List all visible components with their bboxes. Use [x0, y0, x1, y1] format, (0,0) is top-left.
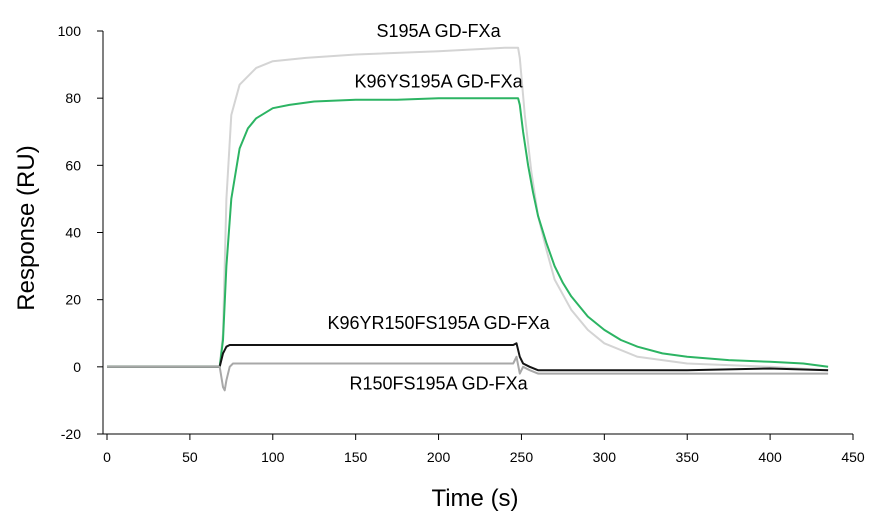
- x-tick-label: 0: [103, 449, 111, 465]
- series-lines: [107, 46, 829, 392]
- y-ticks: 100 80 60 40 20 0 -20: [58, 23, 103, 442]
- series-labels: S195A GD-FXa K96YS195A GD-FXa K96YR150FS19…: [327, 21, 550, 394]
- series-label-0: S195A GD-FXa: [377, 21, 502, 41]
- y-axis-title: Response (RU): [13, 145, 40, 310]
- series-label-3: R150FS195A GD-FXa: [350, 374, 529, 394]
- y-tick-label: 60: [65, 157, 81, 173]
- x-tick-label: 450: [841, 449, 865, 465]
- x-tick-label: 400: [758, 449, 782, 465]
- series-line-1: [107, 97, 829, 368]
- series-label-2: K96YR150FS195A GD-FXa: [327, 313, 550, 333]
- x-axis-title: Time (s): [431, 485, 518, 512]
- y-tick-label: 20: [65, 292, 81, 308]
- y-tick-label: -20: [61, 426, 81, 442]
- y-tick-label: 80: [65, 90, 81, 106]
- x-tick-label: 50: [182, 449, 198, 465]
- y-tick-label: 40: [65, 225, 81, 241]
- series-line-3: [107, 355, 829, 392]
- x-tick-label: 200: [427, 449, 451, 465]
- x-tick-label: 350: [676, 449, 700, 465]
- x-tick-label: 300: [593, 449, 617, 465]
- series-label-1: K96YS195A GD-FXa: [355, 71, 524, 91]
- y-tick-label: 0: [73, 359, 81, 375]
- x-tick-label: 250: [510, 449, 534, 465]
- x-tick-label: 150: [344, 449, 368, 465]
- x-tick-label: 100: [261, 449, 285, 465]
- y-tick-label: 100: [58, 23, 82, 39]
- x-ticks: 0 50 100 150 200 250 300 350 400 450: [103, 434, 865, 465]
